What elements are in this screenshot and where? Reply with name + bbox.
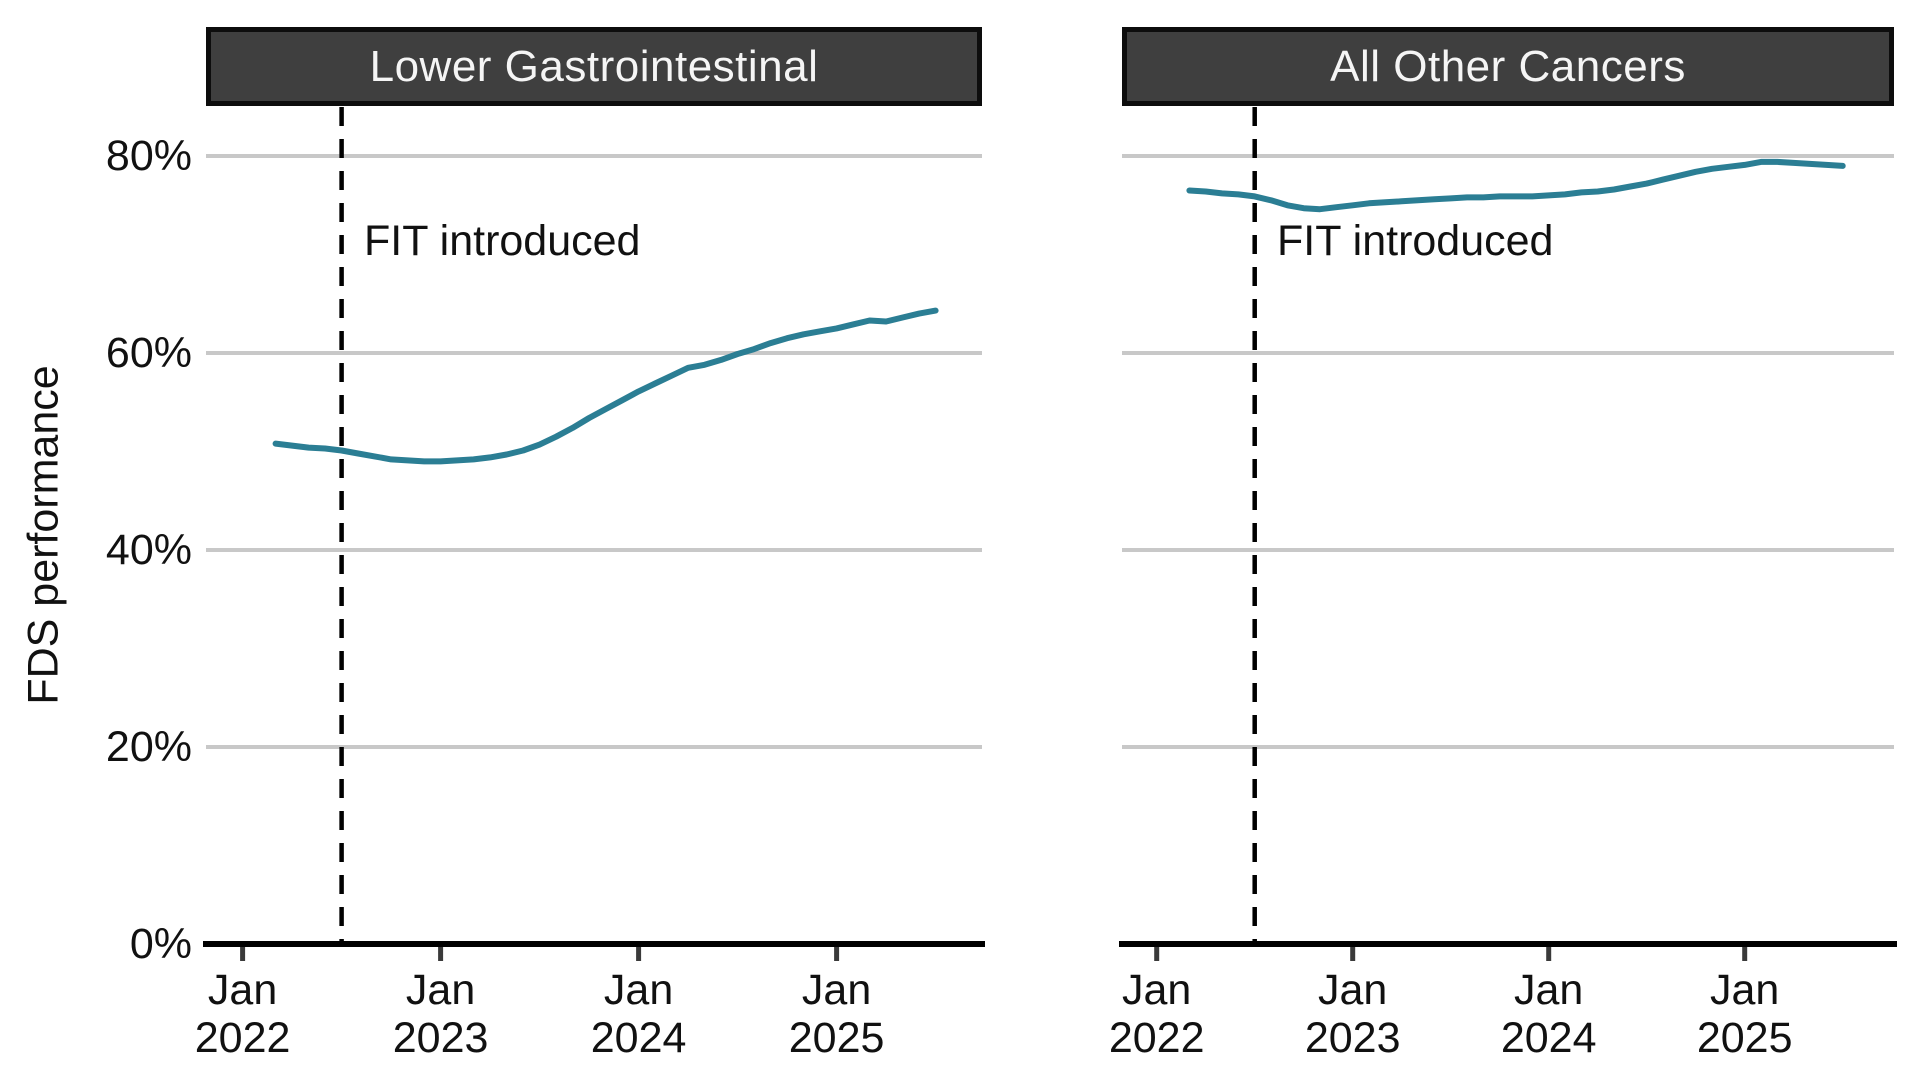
x-tick-label-2024-panel0: Jan 2024 (590, 966, 687, 1062)
x-tick-label-2024-panel1: Jan 2024 (1500, 966, 1597, 1062)
y-tick-label-80: 80% (105, 132, 192, 180)
x-tick-label-2022-panel1: Jan 2022 (1108, 966, 1205, 1062)
x-tick-label-2022-panel0: Jan 2022 (194, 966, 291, 1062)
panel-header-all-other-cancers: All Other Cancers (1122, 27, 1894, 106)
x-tick-label-2025-panel1: Jan 2025 (1696, 966, 1793, 1062)
y-tick-label-40: 40% (105, 526, 192, 574)
x-tick-label-2023-panel0: Jan 2023 (392, 966, 489, 1062)
panel-header-lower-gastrointestinal: Lower Gastrointestinal (206, 27, 982, 106)
vline-annotation-right: FIT introduced (1277, 217, 1554, 265)
x-tick-label-2023-panel1: Jan 2023 (1304, 966, 1401, 1062)
y-tick-label-0: 0% (129, 920, 192, 968)
data-line-panel0 (272, 307, 939, 465)
y-tick-label-60: 60% (105, 329, 192, 377)
y-tick-label-20: 20% (105, 723, 192, 771)
x-tick-label-2025-panel0: Jan 2025 (788, 966, 885, 1062)
vline-annotation-left: FIT introduced (364, 217, 641, 265)
data-line-panel1 (1186, 158, 1846, 213)
